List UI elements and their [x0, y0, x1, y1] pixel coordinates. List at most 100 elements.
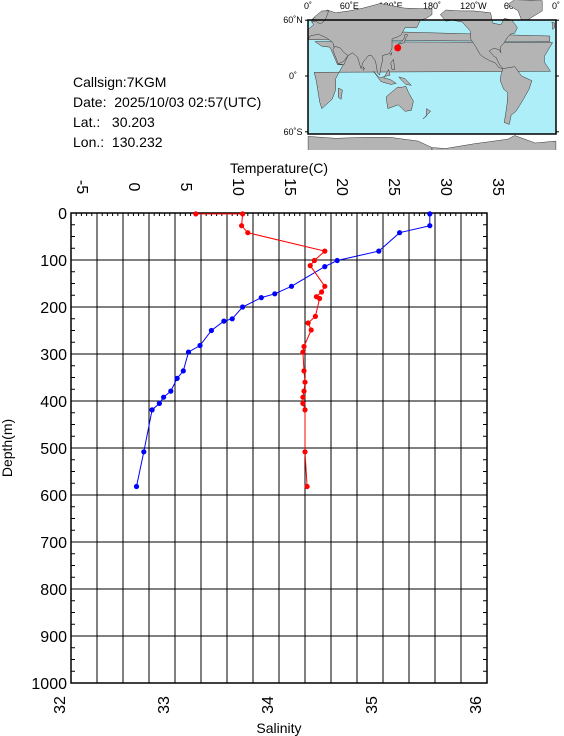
temperature-point — [197, 342, 203, 349]
salinity-point — [301, 388, 307, 394]
callsign-text: Callsign:7KGM — [73, 74, 167, 90]
map-landmass-australia — [386, 85, 414, 112]
salinity-point — [240, 211, 246, 217]
map-lat-label: 0˚ — [289, 71, 297, 81]
map-land — [307, 0, 557, 150]
temperature-tick-label: -5 — [73, 180, 90, 194]
salinity-point — [304, 483, 310, 490]
salinity-point — [317, 295, 323, 302]
map-landmass-uk — [551, 21, 555, 31]
salinity-tick-labels: 32 33 34 35 36 — [52, 696, 485, 714]
depth-tick-label: 300 — [40, 347, 67, 364]
temperature-tick-labels: -5 0 5 10 15 20 25 30 35 — [73, 178, 506, 196]
salinity-point — [245, 230, 251, 236]
depth-tick-label: 0 — [58, 206, 67, 223]
map-landmass-arabia — [332, 45, 349, 65]
station-marker — [394, 44, 402, 52]
map-lat-label: 60˚N — [283, 15, 303, 25]
temperature-axis-label: Temperature(C) — [230, 160, 328, 176]
map-landmass-n-america — [439, 9, 518, 70]
temperature-point — [161, 394, 167, 400]
temperature-tick-label: 15 — [281, 178, 298, 196]
salinity-point — [312, 313, 318, 319]
temperature-point — [221, 318, 227, 324]
temperature-tick-label: 5 — [177, 183, 194, 192]
temperature-point — [427, 223, 433, 229]
depth-tick-label: 700 — [40, 535, 67, 552]
temperature-point — [272, 291, 278, 297]
salinity-axis-label: Salinity — [256, 720, 301, 736]
depth-tick-label: 600 — [40, 488, 67, 505]
salinity-point — [322, 283, 328, 289]
temperature-tick-label: 0 — [125, 183, 142, 192]
plot-frame — [70, 212, 488, 684]
salinity-point — [300, 400, 306, 406]
map-landmass-japan — [396, 33, 409, 49]
station-info: Callsign:7KGM Date: 2025/10/03 02:57(UTC… — [73, 72, 261, 152]
temperature-point — [141, 449, 147, 455]
temperature-point — [334, 257, 340, 264]
salinity-point — [239, 223, 245, 229]
map-lon-label: 0˚ — [552, 1, 560, 11]
map-landmass-sri-lanka — [362, 65, 365, 72]
map-lon-label: 180˚ — [423, 1, 441, 11]
latitude-text: Lat.: 30.203 — [73, 114, 155, 130]
salinity-tick-label: 33 — [156, 696, 173, 714]
chart-grid — [70, 212, 488, 684]
salinity-point — [193, 211, 199, 217]
depth-tick-label: 200 — [40, 300, 67, 317]
map-lon-label: 0˚ — [304, 1, 312, 11]
salinity-point — [307, 263, 313, 269]
map-landmass-nz — [422, 108, 431, 119]
salinity-point — [319, 289, 325, 295]
temperature-point — [168, 388, 174, 394]
map-landmass-indonesia — [373, 68, 397, 85]
temperature-point — [149, 407, 155, 413]
map-lon-label: 120˚W — [460, 1, 487, 11]
depth-tick-label: 500 — [40, 441, 67, 458]
map-landmass-taiwan — [390, 52, 393, 56]
temperature-point — [258, 295, 264, 301]
salinity-point — [302, 449, 308, 455]
temperature-tick-label: 35 — [489, 178, 506, 196]
temperature-point — [208, 327, 214, 334]
series-layer — [133, 211, 433, 490]
salinity-point — [302, 379, 308, 385]
temperature-point — [229, 316, 235, 322]
temperature-point — [174, 375, 180, 381]
temperature-profile-line — [136, 213, 431, 487]
temperature-point — [180, 368, 186, 374]
depth-tick-label: 900 — [40, 629, 67, 646]
map-lat-label: 60˚S — [283, 127, 302, 137]
map-landmass-madagascar — [338, 87, 343, 100]
map-landmass-antarctica-e — [431, 135, 557, 150]
temperature-point — [397, 230, 403, 236]
temperature-point — [376, 248, 382, 254]
depth-tick-labels: 0 100 200 300 400 500 600 700 800 900 1000 — [31, 206, 67, 693]
temperature-tick-label: 25 — [385, 178, 402, 196]
salinity-point — [302, 407, 308, 413]
salinity-tick-label: 35 — [364, 696, 381, 714]
map-landmass-newguinea — [398, 76, 412, 86]
temperature-point — [427, 211, 433, 217]
temperature-point — [156, 400, 162, 406]
map-lon-label: 60˚E — [340, 1, 359, 11]
salinity-tick-label: 36 — [468, 696, 485, 714]
date-text: Date: 2025/10/03 02:57(UTC) — [73, 94, 262, 110]
temperature-tick-label: 10 — [229, 178, 246, 196]
salinity-point — [300, 394, 306, 400]
depth-tick-label: 1000 — [31, 676, 67, 693]
depth-tick-label: 400 — [40, 394, 67, 411]
map-landmass-s-america — [499, 66, 533, 125]
salinity-tick-label: 32 — [52, 696, 69, 714]
salinity-point — [300, 349, 306, 355]
longitude-text: Lon.: 130.232 — [73, 134, 163, 150]
salinity-point — [308, 327, 314, 333]
map-landmass-greenland — [507, 0, 543, 21]
map-landmass-antarctica-w — [307, 136, 433, 150]
salinity-point — [301, 343, 307, 350]
temperature-tick-label: 30 — [437, 178, 454, 196]
salinity-tick-label: 34 — [260, 696, 277, 714]
